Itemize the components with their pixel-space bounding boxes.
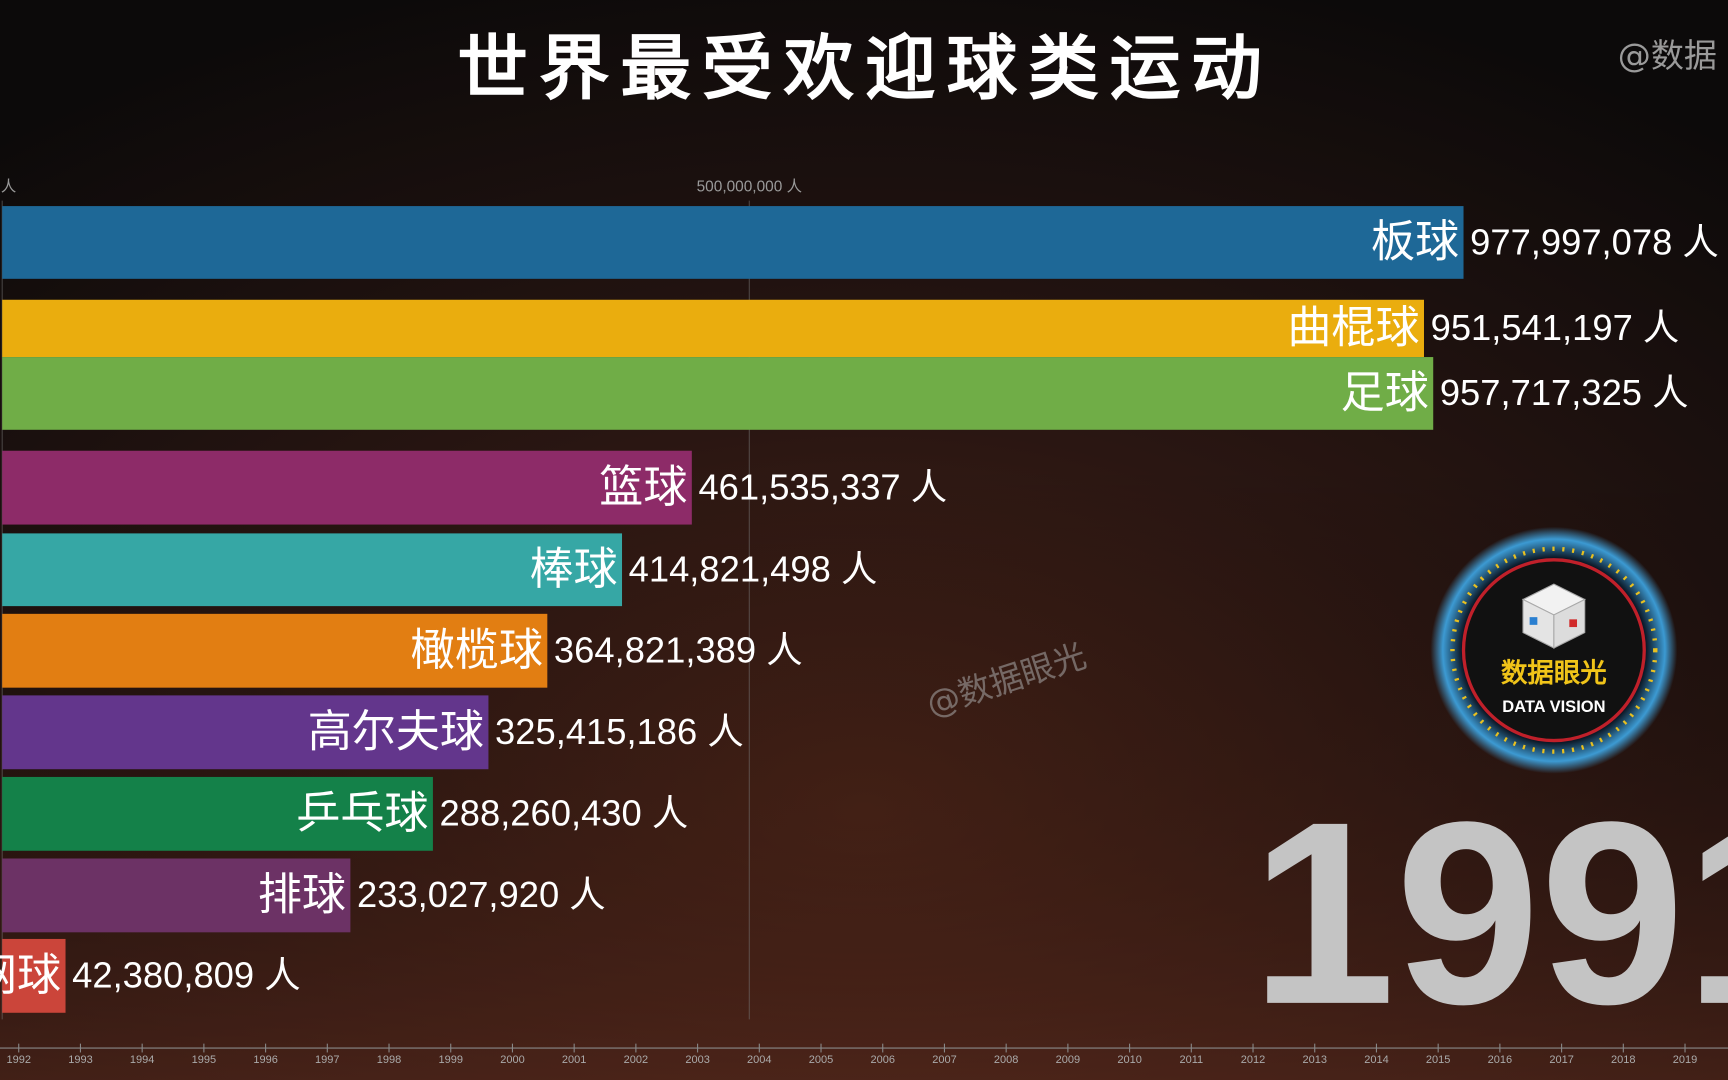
value-label: 414,821,498 人 — [629, 549, 878, 590]
timeline-label: 2000 — [500, 1054, 525, 1066]
timeline-label: 2013 — [1302, 1054, 1327, 1066]
timeline-label: 1998 — [377, 1054, 402, 1066]
logo-subtitle: DATA VISION — [1502, 697, 1605, 716]
value-label: 951,541,197 人 — [1431, 307, 1680, 348]
bar — [2, 776, 433, 851]
bar — [2, 299, 1424, 358]
timeline-label: 1995 — [192, 1054, 217, 1066]
timeline-label: 2011 — [1179, 1054, 1203, 1066]
logo-inner — [1461, 558, 1646, 743]
timeline-label: 2018 — [1611, 1054, 1636, 1066]
timeline-label: 1992 — [6, 1054, 31, 1066]
value-label: 233,027,920 人 — [357, 874, 606, 915]
category-label: 板球 — [1371, 217, 1459, 268]
category-label: 乒乓球 — [296, 788, 428, 839]
timeline-label: 1999 — [438, 1054, 463, 1066]
timeline-label: 1994 — [130, 1054, 155, 1066]
value-label: 42,380,809 人 — [72, 955, 300, 996]
timeline-label: 2006 — [870, 1054, 895, 1066]
period-label: 1991 — [1251, 769, 1728, 1059]
timeline-label: 2003 — [685, 1054, 710, 1066]
bar — [2, 695, 489, 770]
timeline-label: 2010 — [1117, 1054, 1142, 1066]
chart-title: 世界最受欢迎球类运动 — [457, 27, 1272, 109]
category-label: 网球 — [0, 950, 61, 1001]
timeline-label: 2002 — [624, 1054, 649, 1066]
value-label: 364,821,389 人 — [554, 630, 803, 671]
timeline-label: 1996 — [253, 1054, 278, 1066]
category-label: 足球 — [1341, 368, 1429, 419]
category-label: 高尔夫球 — [308, 707, 484, 758]
category-label: 橄榄球 — [411, 625, 543, 676]
value-label: 977,997,078 人 — [1470, 221, 1719, 262]
logo-dots — [1450, 546, 1658, 754]
timeline-label: 1997 — [315, 1054, 340, 1066]
timeline-label: 2014 — [1364, 1054, 1389, 1066]
value-label: 461,535,337 人 — [698, 466, 947, 507]
value-label: 325,415,186 人 — [495, 711, 744, 752]
bar — [2, 938, 66, 1013]
bar — [2, 450, 692, 525]
timeline-label: 2017 — [1549, 1054, 1574, 1066]
timeline-label: 2009 — [1056, 1054, 1081, 1066]
x-tick-label: 0 人 — [0, 177, 16, 195]
category-label: 曲棍球 — [1287, 303, 1419, 354]
category-label: 棒球 — [529, 544, 617, 595]
bar — [2, 613, 548, 688]
timeline-label: 2019 — [1673, 1054, 1698, 1066]
x-tick-label: 500,000,000 人 — [697, 177, 802, 195]
bar — [2, 533, 623, 607]
logo: 数据眼光 DATA VISION — [1430, 526, 1678, 774]
watermark: @数据 — [1618, 36, 1717, 75]
logo-name: 数据眼光 — [1501, 658, 1607, 689]
bar — [2, 206, 1464, 279]
timeline-label: 2012 — [1241, 1054, 1266, 1066]
timeline-label: 2008 — [994, 1054, 1019, 1066]
value-label: 957,717,325 人 — [1440, 372, 1689, 413]
category-label: 排球 — [258, 870, 346, 921]
timeline-label: 2001 — [562, 1054, 587, 1066]
timeline-label: 2005 — [809, 1054, 834, 1066]
bar — [2, 357, 1434, 430]
category-label: 篮球 — [599, 462, 687, 513]
logo-cube — [1521, 583, 1586, 649]
timeline-label: 2007 — [932, 1054, 957, 1066]
timeline-label: 2015 — [1426, 1054, 1451, 1066]
timeline-label: 2004 — [747, 1054, 772, 1066]
timeline-label: 1993 — [68, 1054, 93, 1066]
value-label: 288,260,430 人 — [440, 793, 689, 834]
bar — [2, 858, 351, 933]
timeline-label: 2016 — [1488, 1054, 1513, 1066]
